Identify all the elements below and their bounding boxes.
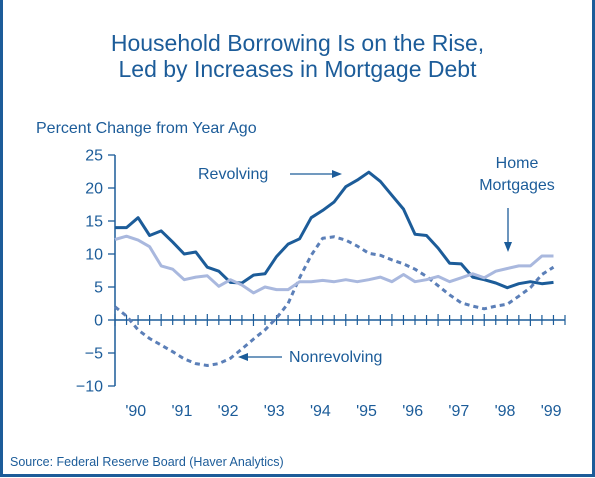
nonrevolving-series-line — [114, 235, 555, 367]
chart-title-line-1: Household Borrowing Is on the Rise, — [110, 30, 485, 56]
nonrevolving-annotation-arrowhead — [238, 353, 248, 361]
y-tick-label: 10 — [85, 247, 103, 264]
chart-title-line-2: Led by Increases in Mortgage Debt — [118, 56, 477, 82]
home-mortgages-annotation-label-line-2: Mortgages — [479, 177, 555, 194]
y-tick-label: 25 — [85, 148, 103, 165]
revolving-annotation-label: Revolving — [198, 166, 268, 183]
home-mortgages-annotation-arrowhead — [504, 242, 512, 252]
chart-title: Household Borrowing Is on the Rise, Led … — [0, 30, 595, 82]
y-tick-label: 5 — [94, 280, 103, 297]
x-tick-label: '93 — [264, 403, 285, 420]
y-axis-label: Percent Change from Year Ago — [36, 120, 257, 137]
x-tick-label: '98 — [495, 403, 516, 420]
x-tick-label: '94 — [310, 403, 331, 420]
home-mortgages-annotation-label-line-1: Home — [496, 155, 539, 172]
x-tick-label: '90 — [125, 403, 146, 420]
y-tick-label: 0 — [94, 313, 103, 330]
x-tick-label: '96 — [402, 403, 423, 420]
y-tick-label: −10 — [76, 379, 103, 396]
x-tick-label: '95 — [356, 403, 377, 420]
x-tick-label: '99 — [541, 403, 562, 420]
x-tick-label: '91 — [171, 403, 192, 420]
y-tick-label: −5 — [85, 346, 103, 363]
source-note: Source: Federal Reserve Board (Haver Ana… — [10, 455, 284, 469]
y-tick-label: 15 — [85, 214, 103, 231]
y-tick-label: 20 — [85, 181, 103, 198]
home-mortgages-series-line — [114, 234, 554, 295]
nonrevolving-annotation-label: Nonrevolving — [289, 349, 382, 366]
revolving-series-line — [115, 170, 554, 290]
x-tick-label: '97 — [448, 403, 469, 420]
revolving-annotation-arrowhead — [332, 170, 342, 178]
x-tick-label: '92 — [218, 403, 239, 420]
